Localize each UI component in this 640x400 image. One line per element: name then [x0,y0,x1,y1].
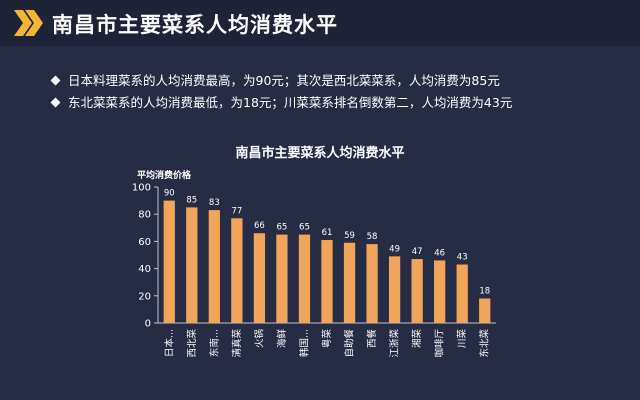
summary-bullets: 日本料理菜系的人均消费最高，为90元；其次是西北菜菜系，人均消费为85元 东北菜… [50,70,513,114]
category-label: 海鲜 [276,329,288,349]
data-label: 43 [457,253,468,263]
data-label: 65 [277,223,288,233]
bar [298,234,311,323]
bar [434,260,446,323]
category-label: 西北菜 [186,329,198,358]
bar [253,233,266,323]
data-label: 18 [479,287,490,297]
y-tick-label: 100 [132,183,151,194]
bar [321,240,333,323]
data-label: 66 [254,221,265,231]
y-tick-label: 40 [138,264,151,275]
bar [456,264,468,323]
category-label: 江浙菜 [389,329,401,358]
bar [388,256,401,323]
y-axis-label: 平均消费价格 [137,171,192,181]
category-label: 川菜 [456,329,468,349]
double-chevron-right-icon [14,10,43,36]
bar [479,298,491,323]
bar [208,210,220,323]
y-tick-label: 80 [138,210,151,221]
category-label: 西餐 [366,329,378,349]
category-label: 火锅 [254,329,265,348]
y-tick-label: 60 [138,237,151,248]
bar [343,242,356,323]
bar [163,200,175,323]
data-label: 61 [322,228,333,238]
bar [366,244,378,323]
category-label: 粤菜 [321,329,333,349]
category-label: 日本... [163,329,175,357]
bullet-item: 日本料理菜系的人均消费最高，为90元；其次是西北菜菜系，人均消费为85元 [50,70,512,92]
bullet-text: 东北菜菜系的人均消费最低，为18元；川菜菜系排名倒数第二，人均消费为43元 [68,95,513,110]
data-label: 90 [164,189,175,199]
data-label: 49 [389,244,400,254]
data-label: 85 [186,195,197,205]
bullet-text: 日本料理菜系的人均消费最高，为90元；其次是西北菜菜系，人均消费为85元 [68,73,500,88]
category-label: 湘菜 [411,329,423,349]
header-bar: 南昌市主要菜系人均消费水平 [0,0,640,46]
category-label: 自助餐 [344,329,356,358]
category-label: 咖啡厅 [434,329,446,358]
data-label: 83 [209,198,220,208]
data-label: 65 [299,223,310,233]
category-label: 韩国... [298,329,310,357]
data-label: 77 [231,206,242,216]
y-tick-label: 20 [138,291,151,302]
chart-title: 南昌市主要菜系人均消费水平 [235,146,405,161]
category-label: 东南... [208,329,220,357]
category-label: 东北菜 [479,329,491,358]
page-title: 南昌市主要菜系人均消费水平 [52,13,338,37]
bar [186,207,198,323]
data-label: 58 [367,232,378,242]
bar [276,234,288,323]
bullet-item: 东北菜菜系的人均消费最低，为18元；川菜菜系排名倒数第二，人均消费为43元 [50,92,513,114]
data-label: 59 [344,231,355,241]
category-label: 清真菜 [231,329,243,358]
data-label: 46 [434,248,445,258]
bar [411,259,423,323]
y-tick-label: 0 [145,319,151,330]
data-label: 47 [412,247,423,257]
bar [231,218,243,323]
